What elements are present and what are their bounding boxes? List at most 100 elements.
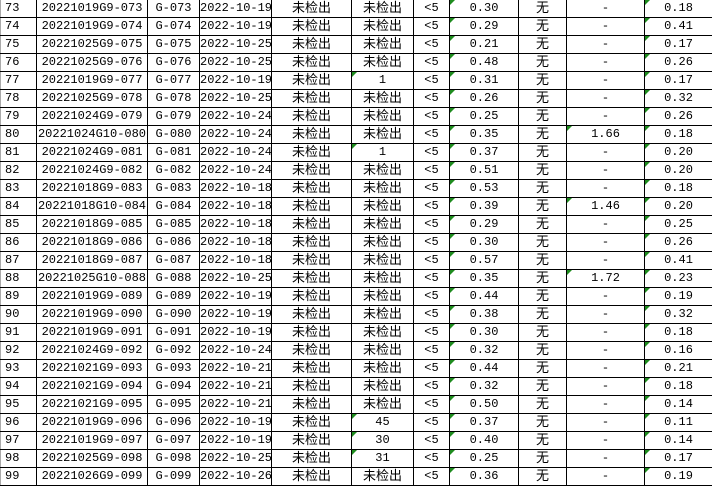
- cell-row-number[interactable]: 96: [0, 413, 37, 432]
- cell-value-g[interactable]: 0.23: [644, 269, 712, 288]
- cell-sample-code[interactable]: G-086: [147, 233, 200, 252]
- cell-value-d[interactable]: 0.21: [449, 35, 519, 54]
- cell-sample-code[interactable]: G-083: [147, 179, 200, 198]
- cell-result-e[interactable]: 无: [518, 305, 567, 324]
- cell-date[interactable]: 2022-10-19: [199, 431, 272, 450]
- cell-result-b[interactable]: 未检出: [351, 197, 414, 216]
- cell-sample-id[interactable]: 20221024G9-082: [36, 161, 148, 180]
- cell-value-d[interactable]: 0.37: [449, 143, 519, 162]
- cell-row-number[interactable]: 80: [0, 125, 37, 144]
- cell-result-e[interactable]: 无: [518, 413, 567, 432]
- cell-result-a[interactable]: 未检出: [271, 0, 352, 18]
- cell-row-number[interactable]: 88: [0, 269, 37, 288]
- cell-date[interactable]: 2022-10-24: [199, 161, 272, 180]
- cell-value-d[interactable]: 0.30: [449, 0, 519, 18]
- cell-result-b[interactable]: 未检出: [351, 125, 414, 144]
- cell-result-b[interactable]: 未检出: [351, 17, 414, 36]
- cell-date[interactable]: 2022-10-18: [199, 233, 272, 252]
- cell-value-d[interactable]: 0.44: [449, 359, 519, 378]
- cell-value-d[interactable]: 0.40: [449, 431, 519, 450]
- cell-sample-code[interactable]: G-098: [147, 449, 200, 468]
- cell-sample-id[interactable]: 20221025G9-076: [36, 53, 148, 72]
- cell-value-g[interactable]: 0.14: [644, 395, 712, 414]
- cell-result-c[interactable]: <5: [413, 323, 450, 342]
- cell-result-a[interactable]: 未检出: [271, 269, 352, 288]
- cell-result-e[interactable]: 无: [518, 125, 567, 144]
- cell-sample-code[interactable]: G-094: [147, 377, 200, 396]
- cell-sample-id[interactable]: 20221019G9-074: [36, 17, 148, 36]
- cell-result-b[interactable]: 1: [351, 71, 414, 90]
- cell-date[interactable]: 2022-10-19: [199, 413, 272, 432]
- cell-sample-code[interactable]: G-087: [147, 251, 200, 270]
- cell-date[interactable]: 2022-10-25: [199, 449, 272, 468]
- cell-result-c[interactable]: <5: [413, 197, 450, 216]
- cell-result-b[interactable]: 未检出: [351, 35, 414, 54]
- cell-result-e[interactable]: 无: [518, 161, 567, 180]
- cell-value-g[interactable]: 0.18: [644, 179, 712, 198]
- cell-row-number[interactable]: 92: [0, 341, 37, 360]
- cell-sample-code[interactable]: G-079: [147, 107, 200, 126]
- cell-value-g[interactable]: 0.17: [644, 449, 712, 468]
- cell-sample-id[interactable]: 20221024G9-081: [36, 143, 148, 162]
- cell-result-c[interactable]: <5: [413, 359, 450, 378]
- cell-result-c[interactable]: <5: [413, 215, 450, 234]
- cell-value-f[interactable]: -: [566, 449, 645, 468]
- cell-value-d[interactable]: 0.35: [449, 125, 519, 144]
- cell-result-c[interactable]: <5: [413, 233, 450, 252]
- cell-result-b[interactable]: 未检出: [351, 467, 414, 486]
- cell-result-b[interactable]: 未检出: [351, 323, 414, 342]
- cell-value-f[interactable]: -: [566, 377, 645, 396]
- cell-result-b[interactable]: 31: [351, 449, 414, 468]
- cell-value-d[interactable]: 0.53: [449, 179, 519, 198]
- cell-sample-id[interactable]: 20221019G9-073: [36, 0, 148, 18]
- cell-sample-code[interactable]: G-090: [147, 305, 200, 324]
- cell-value-f[interactable]: -: [566, 161, 645, 180]
- cell-result-b[interactable]: 未检出: [351, 107, 414, 126]
- cell-value-g[interactable]: 0.14: [644, 431, 712, 450]
- cell-value-f[interactable]: -: [566, 395, 645, 414]
- cell-result-b[interactable]: 未检出: [351, 215, 414, 234]
- cell-sample-code[interactable]: G-076: [147, 53, 200, 72]
- cell-value-d[interactable]: 0.39: [449, 197, 519, 216]
- cell-sample-id[interactable]: 20221018G9-086: [36, 233, 148, 252]
- cell-sample-code[interactable]: G-073: [147, 0, 200, 18]
- cell-result-e[interactable]: 无: [518, 89, 567, 108]
- cell-date[interactable]: 2022-10-19: [199, 17, 272, 36]
- cell-result-b[interactable]: 未检出: [351, 287, 414, 306]
- cell-row-number[interactable]: 77: [0, 71, 37, 90]
- cell-result-e[interactable]: 无: [518, 359, 567, 378]
- cell-result-c[interactable]: <5: [413, 143, 450, 162]
- cell-sample-id[interactable]: 20221021G9-095: [36, 395, 148, 414]
- cell-sample-code[interactable]: G-077: [147, 71, 200, 90]
- cell-row-number[interactable]: 87: [0, 251, 37, 270]
- cell-result-b[interactable]: 45: [351, 413, 414, 432]
- cell-sample-code[interactable]: G-091: [147, 323, 200, 342]
- cell-result-b[interactable]: 未检出: [351, 395, 414, 414]
- cell-result-c[interactable]: <5: [413, 107, 450, 126]
- cell-date[interactable]: 2022-10-24: [199, 143, 272, 162]
- cell-date[interactable]: 2022-10-19: [199, 323, 272, 342]
- cell-result-e[interactable]: 无: [518, 467, 567, 486]
- cell-sample-code[interactable]: G-080: [147, 125, 200, 144]
- cell-sample-id[interactable]: 20221018G9-083: [36, 179, 148, 198]
- cell-value-f[interactable]: -: [566, 341, 645, 360]
- cell-value-g[interactable]: 0.11: [644, 413, 712, 432]
- cell-sample-code[interactable]: G-096: [147, 413, 200, 432]
- cell-value-g[interactable]: 0.25: [644, 215, 712, 234]
- cell-result-a[interactable]: 未检出: [271, 53, 352, 72]
- cell-value-d[interactable]: 0.44: [449, 287, 519, 306]
- cell-result-a[interactable]: 未检出: [271, 305, 352, 324]
- cell-row-number[interactable]: 81: [0, 143, 37, 162]
- cell-value-d[interactable]: 0.32: [449, 341, 519, 360]
- cell-row-number[interactable]: 83: [0, 179, 37, 198]
- cell-sample-code[interactable]: G-092: [147, 341, 200, 360]
- cell-row-number[interactable]: 90: [0, 305, 37, 324]
- cell-value-d[interactable]: 0.29: [449, 17, 519, 36]
- cell-sample-code[interactable]: G-078: [147, 89, 200, 108]
- cell-result-e[interactable]: 无: [518, 251, 567, 270]
- cell-result-b[interactable]: 未检出: [351, 359, 414, 378]
- cell-result-b[interactable]: 未检出: [351, 53, 414, 72]
- cell-result-a[interactable]: 未检出: [271, 17, 352, 36]
- cell-result-a[interactable]: 未检出: [271, 143, 352, 162]
- cell-result-e[interactable]: 无: [518, 341, 567, 360]
